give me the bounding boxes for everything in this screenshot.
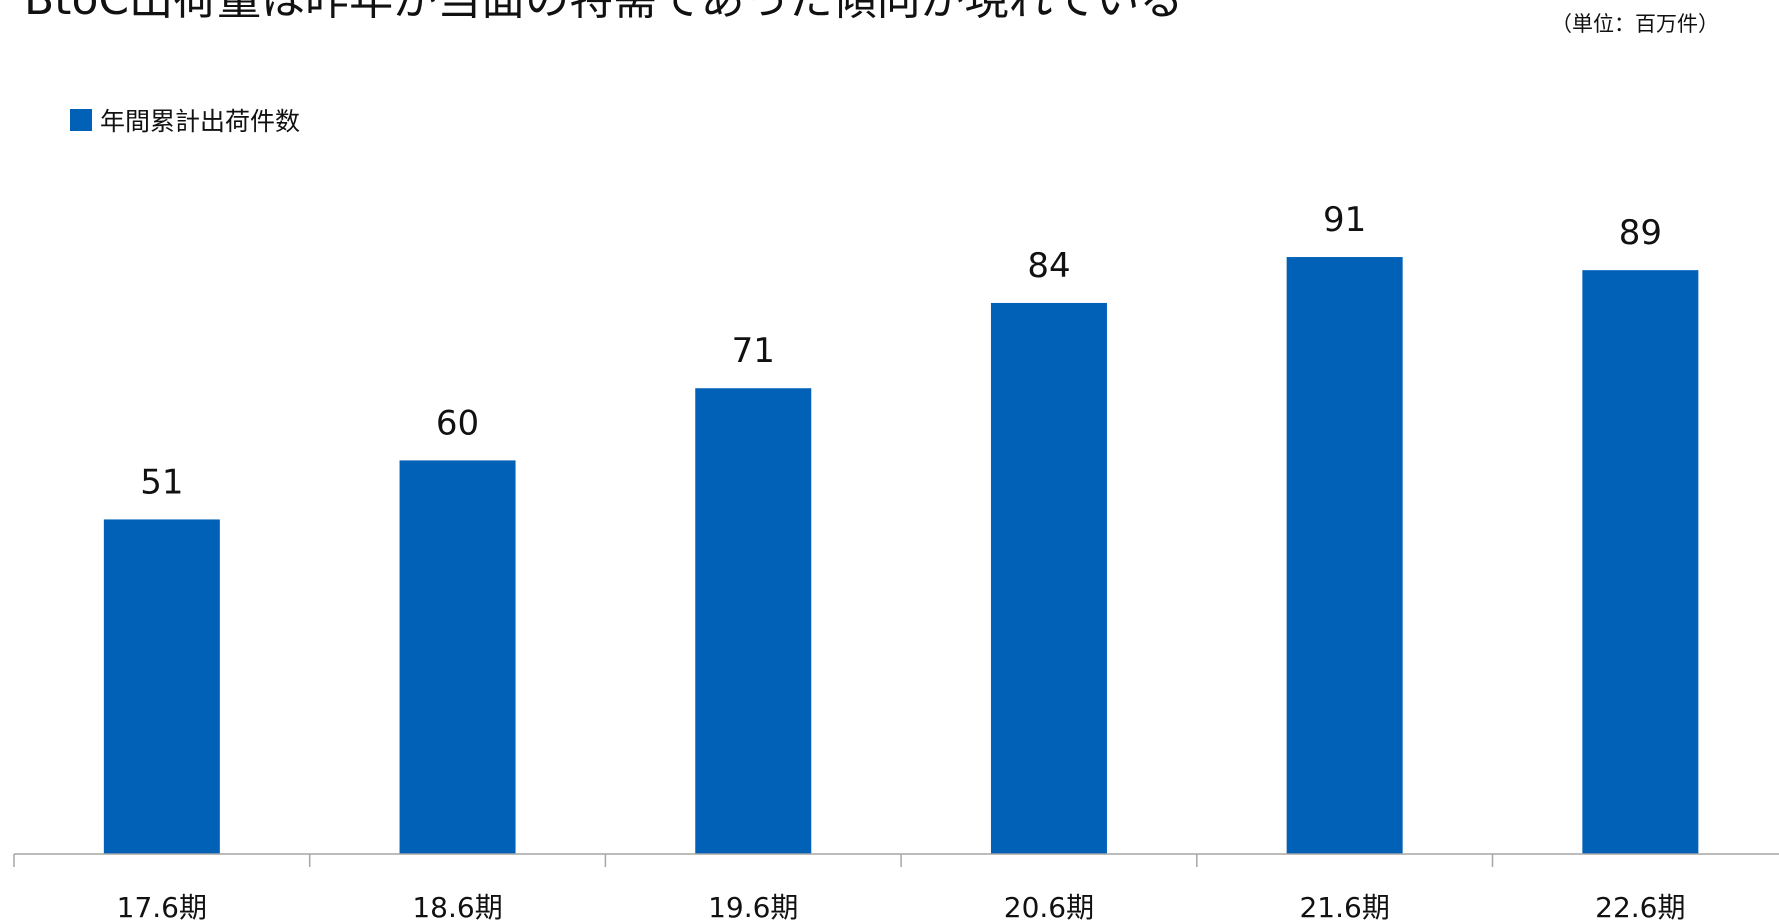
- x-tick-label-5: 21.6期: [1299, 891, 1389, 923]
- data-label-3: 71: [732, 331, 775, 371]
- bar-1: [103, 519, 220, 854]
- x-tick-label-3: 19.6期: [708, 891, 798, 923]
- bar-5: [1286, 257, 1403, 854]
- data-label-4: 84: [1027, 246, 1070, 286]
- bar-3: [695, 388, 812, 854]
- x-tick-label-6: 22.6期: [1595, 891, 1685, 923]
- data-label-2: 60: [436, 403, 479, 443]
- x-tick-label-2: 18.6期: [412, 891, 502, 923]
- legend-label: 年間累計出荷件数: [100, 107, 301, 136]
- data-label-5: 91: [1323, 200, 1366, 240]
- bar-4: [990, 302, 1107, 855]
- value-labels-layer: 51 60 71 84 91 89: [140, 200, 1662, 502]
- data-label-6: 89: [1619, 213, 1662, 253]
- bar-6: [1582, 270, 1699, 854]
- unit-note: （単位：百万件）: [1551, 12, 1719, 36]
- page-title: BtoC出荷量は昨年が当面の特需であった傾向が現れている: [24, 0, 1183, 24]
- legend-swatch: [70, 109, 92, 131]
- bar-2: [399, 460, 516, 854]
- x-tick-label-4: 20.6期: [1004, 891, 1094, 923]
- x-tick-label-1: 17.6期: [117, 891, 207, 923]
- x-axis: 17.6期 18.6期 19.6期 20.6期 21.6期 22.6期: [13, 853, 1779, 923]
- chart-legend: 年間累計出荷件数: [70, 102, 300, 138]
- data-label-1: 51: [140, 462, 183, 502]
- bars-layer: [103, 257, 1699, 855]
